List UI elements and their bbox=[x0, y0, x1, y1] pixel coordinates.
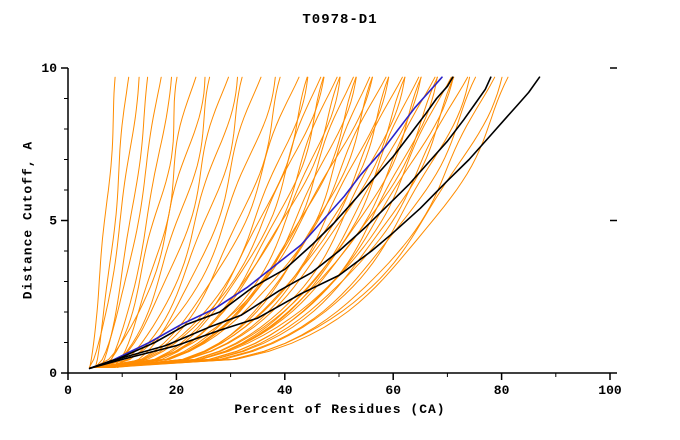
model-curve bbox=[94, 76, 130, 368]
model-curve bbox=[95, 76, 420, 368]
black-curve-1 bbox=[88, 76, 541, 370]
x-tick-label: 100 bbox=[598, 383, 622, 398]
model-curve bbox=[104, 76, 390, 368]
model-curve bbox=[100, 76, 229, 368]
model-curve bbox=[105, 76, 406, 368]
model-curve bbox=[104, 76, 325, 368]
y-tick-label: 10 bbox=[41, 61, 57, 76]
model-curve bbox=[105, 76, 243, 368]
model-curve bbox=[93, 76, 309, 368]
model-curve bbox=[93, 76, 373, 368]
black-curve-3 bbox=[88, 76, 454, 370]
x-tick-label: 40 bbox=[277, 383, 293, 398]
model-curve bbox=[111, 76, 469, 368]
model-curve bbox=[111, 76, 308, 368]
model-curve bbox=[98, 76, 471, 368]
y-tick-label: 5 bbox=[49, 214, 57, 229]
y-tick-label: 0 bbox=[49, 366, 57, 381]
x-axis-label: Percent of Residues (CA) bbox=[234, 402, 446, 417]
model-curve bbox=[100, 76, 387, 368]
y-axis-label: Distance Cutoff, A bbox=[20, 140, 36, 300]
model-curve bbox=[100, 76, 509, 368]
model-curve bbox=[95, 76, 496, 368]
model-curve bbox=[100, 76, 452, 368]
model-curve bbox=[105, 76, 172, 368]
x-tick-label: 20 bbox=[169, 383, 185, 398]
model-curve bbox=[89, 76, 116, 368]
model-curve bbox=[100, 76, 322, 368]
model-curve bbox=[93, 76, 276, 368]
model-curve bbox=[106, 76, 300, 368]
chart-title: T0978-D1 bbox=[302, 12, 378, 28]
x-tick-label: 80 bbox=[494, 383, 510, 398]
model-curve bbox=[104, 76, 454, 368]
model-curve bbox=[111, 76, 438, 368]
model-curve bbox=[98, 76, 406, 368]
model-curve bbox=[95, 76, 455, 368]
x-tick-label: 60 bbox=[385, 383, 401, 398]
model-curve bbox=[109, 76, 238, 368]
reference-blue-curve bbox=[88, 76, 443, 370]
model-curve bbox=[109, 76, 422, 368]
model-curve bbox=[106, 76, 476, 368]
model-curve bbox=[100, 76, 178, 368]
model-curve bbox=[100, 76, 422, 368]
model-curve bbox=[105, 76, 341, 368]
model-curve bbox=[106, 76, 436, 368]
model-curve bbox=[88, 76, 140, 368]
model-curve bbox=[109, 76, 503, 368]
model-curve bbox=[94, 76, 162, 368]
x-tick-label: 0 bbox=[64, 383, 72, 398]
model-curve bbox=[100, 76, 357, 368]
model-curve bbox=[105, 76, 211, 368]
model-curve bbox=[100, 76, 281, 368]
model-curve bbox=[100, 76, 149, 368]
model-curve bbox=[117, 76, 262, 368]
black-curve-2 bbox=[88, 76, 492, 370]
model-curve bbox=[93, 76, 206, 368]
